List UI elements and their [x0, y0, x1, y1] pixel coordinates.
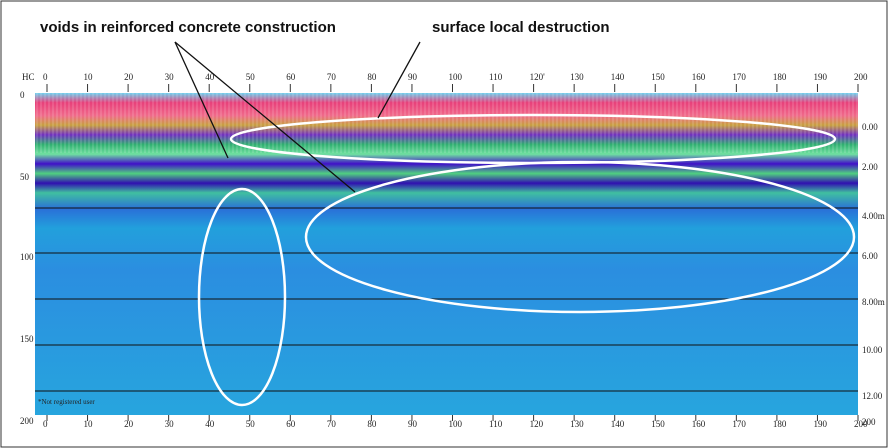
top-tick-label: 0	[43, 72, 48, 82]
corner-label: HC	[22, 72, 35, 82]
top-tick-label: 200	[854, 72, 868, 82]
annotation: voids in reinforced concrete constructio…	[40, 19, 336, 36]
top-tick-label: 170	[732, 72, 746, 82]
right-tick-label: 12.00	[862, 391, 883, 401]
top-tick-label: 70	[327, 72, 337, 82]
right-tick-label: 10.00	[862, 345, 883, 355]
annotation: surface local destruction	[432, 19, 610, 36]
top-tick-label: 120'	[530, 72, 546, 82]
right-tick-label: 6.00	[862, 251, 878, 261]
bottom-tick-label: 80	[367, 419, 377, 429]
right-tick-label: 0.00	[862, 122, 878, 132]
bottom-tick-label: 110	[489, 419, 503, 429]
top-tick-label: 140	[611, 72, 625, 82]
bottom-tick-label: 60	[286, 419, 296, 429]
watermark: *Not registered user	[38, 398, 95, 406]
top-tick-label: 110	[489, 72, 503, 82]
top-tick-label: 180	[773, 72, 787, 82]
top-tick-label: 30	[165, 72, 175, 82]
top-tick-label: 190	[813, 72, 827, 82]
left-tick-label: 50	[20, 172, 30, 182]
top-tick-label: 80	[367, 72, 377, 82]
bottom-tick-label: 120	[530, 419, 544, 429]
bottom-tick-label: 70	[327, 419, 337, 429]
right-tick-label: 200	[862, 417, 876, 427]
top-tick-label: 160	[692, 72, 706, 82]
bottom-tick-label: 40	[205, 419, 215, 429]
bottom-tick-label: 130	[570, 419, 584, 429]
bottom-tick-label: 10	[84, 419, 94, 429]
right-tick-label: 8.00m	[862, 297, 885, 307]
texture	[35, 93, 858, 153]
bottom-tick-label: 180	[773, 419, 787, 429]
top-tick-label: 100	[449, 72, 463, 82]
bottom-tick-label: 100	[449, 419, 463, 429]
bottom-tick-label: 190	[813, 419, 827, 429]
top-tick-label: 10	[84, 72, 94, 82]
right-tick-label: 4.00m	[862, 211, 885, 221]
top-tick-label: 90	[408, 72, 418, 82]
top-tick-label: 130	[570, 72, 584, 82]
right-tick-label: 2.00	[862, 162, 878, 172]
screenshot: voids in reinforced concrete constructio…	[0, 0, 888, 448]
bottom-tick-label: 90	[408, 419, 418, 429]
bottom-tick-label: 160	[692, 419, 706, 429]
bottom-tick-label: 140	[611, 419, 625, 429]
bottom-tick-label: 20	[124, 419, 134, 429]
left-tick-label: 0	[20, 90, 25, 100]
top-tick-label: 60	[286, 72, 296, 82]
bottom-tick-label: 170	[732, 419, 746, 429]
left-tick-label: 200	[20, 416, 34, 426]
bottom-tick-label: 150	[651, 419, 665, 429]
bottom-tick-label: 50	[246, 419, 256, 429]
top-tick-label: 20	[124, 72, 134, 82]
left-tick-label: 150	[20, 334, 34, 344]
top-tick-label: 40	[205, 72, 215, 82]
top-tick-label: 50	[246, 72, 256, 82]
top-tick-label: 150	[651, 72, 665, 82]
left-tick-label: 100	[20, 252, 34, 262]
bottom-tick-label: 30	[165, 419, 175, 429]
